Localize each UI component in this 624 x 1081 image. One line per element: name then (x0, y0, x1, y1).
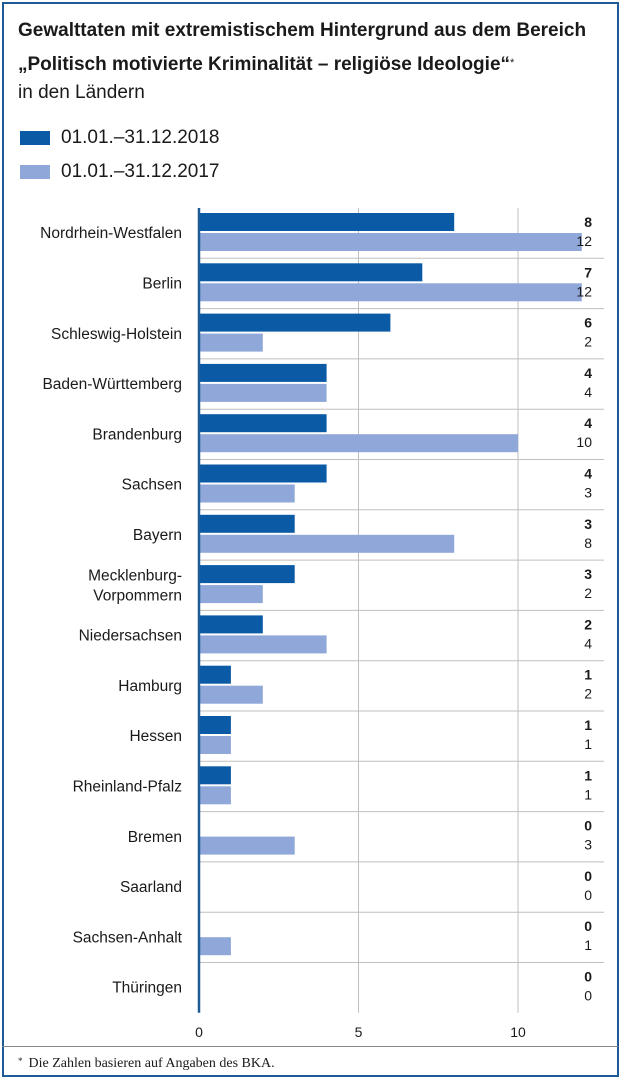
bar-2018-sachsen (199, 464, 327, 483)
bar-2018-baden-wuerttemberg (199, 363, 327, 382)
footnote: * Die Zahlen basieren auf Angaben des BKA… (18, 1056, 275, 1072)
category-label-sachsen: Sachsen (122, 477, 182, 494)
legend-label-2017: 01.01.–31.12.2017 (61, 161, 220, 182)
value-label-2018-mecklenburg-vorpommern: 3 (584, 566, 592, 582)
bar-2018-mecklenburg-vorpommern (199, 565, 295, 584)
title-line-1: Gewalttaten mit extremistischem Hintergr… (18, 20, 587, 41)
bar-2017-sachsen-anhalt (199, 937, 231, 956)
value-label-2018-berlin: 7 (584, 264, 592, 280)
legend-swatch-2018 (20, 131, 50, 145)
category-label-thueringen: Thüringen (112, 980, 182, 997)
footnote-marker: * (18, 1056, 23, 1066)
value-label-2017-niedersachsen: 4 (584, 635, 592, 651)
value-label-2017-sachsen-anhalt: 1 (584, 937, 592, 953)
category-label-baden-wuerttemberg: Baden-Württemberg (42, 376, 182, 393)
value-label-2017-schleswig-holstein: 2 (584, 334, 592, 350)
category-label-hamburg: Hamburg (118, 678, 182, 695)
value-label-2017-baden-wuerttemberg: 4 (584, 384, 592, 400)
value-label-2017-bremen: 3 (584, 837, 592, 853)
footnote-text: Die Zahlen basieren auf Angaben des BKA. (28, 1056, 275, 1071)
category-label-nordrhein-westfalen: Nordrhein-Westfalen (40, 225, 182, 242)
value-label-2017-mecklenburg-vorpommern: 2 (584, 585, 592, 601)
bar-2018-brandenburg (199, 414, 327, 433)
value-label-2017-hamburg: 2 (584, 686, 592, 702)
value-label-2017-nordrhein-westfalen: 12 (576, 233, 592, 249)
value-label-2018-sachsen: 4 (584, 466, 592, 482)
value-label-2018-bremen: 0 (584, 818, 592, 834)
bar-2018-bayern (199, 514, 295, 533)
category-label-mecklenburg-vorpommern: Mecklenburg- (88, 567, 182, 584)
bar-2018-rheinland-pfalz (199, 766, 231, 785)
category-label-niedersachsen: Niedersachsen (79, 628, 182, 645)
value-label-2017-bayern: 8 (584, 535, 592, 551)
bar-2018-hamburg (199, 665, 231, 684)
bar-2018-niedersachsen (199, 615, 263, 634)
bar-2017-schleswig-holstein (199, 333, 263, 352)
value-label-2018-brandenburg: 4 (584, 415, 592, 431)
value-label-2017-brandenburg: 10 (576, 434, 592, 450)
bar-2018-nordrhein-westfalen (199, 213, 455, 231)
category-label-bayern: Bayern (133, 527, 182, 544)
value-label-2018-schleswig-holstein: 6 (584, 315, 592, 331)
bar-2017-nordrhein-westfalen (199, 233, 582, 251)
value-label-2018-thueringen: 0 (584, 969, 592, 985)
category-label-rheinland-pfalz: Rheinland-Pfalz (73, 778, 182, 795)
category-label-hessen: Hessen (129, 728, 182, 745)
footnote-divider (2, 1046, 618, 1047)
bar-2017-niedersachsen (199, 635, 327, 654)
value-label-2018-hessen: 1 (584, 717, 592, 733)
value-label-2018-baden-wuerttemberg: 4 (584, 365, 592, 381)
value-label-2017-thueringen: 0 (584, 988, 592, 1004)
value-label-2018-sachsen-anhalt: 0 (584, 918, 592, 934)
title-asterisk: * (510, 57, 515, 69)
value-label-2017-berlin: 12 (576, 283, 592, 299)
chart-title: Gewalttaten mit extremistischem Hintergr… (18, 14, 613, 82)
bar-2017-bremen (199, 836, 295, 855)
value-label-2018-niedersachsen: 2 (584, 616, 592, 632)
bar-2017-rheinland-pfalz (199, 786, 231, 805)
title-line-2: „Politisch motivierte Kriminalität – rel… (18, 48, 613, 82)
category-label-sachsen-anhalt: Sachsen-Anhalt (73, 929, 183, 946)
value-label-2018-rheinland-pfalz: 1 (584, 767, 592, 783)
bar-2018-berlin (199, 263, 423, 282)
value-label-2018-hamburg: 1 (584, 667, 592, 683)
bar-2017-sachsen (199, 484, 295, 503)
legend-label-2018: 01.01.–31.12.2018 (61, 127, 220, 148)
value-label-2018-saarland: 0 (584, 868, 592, 884)
value-label-2017-sachsen: 3 (584, 485, 592, 501)
bar-2017-mecklenburg-vorpommern (199, 585, 263, 604)
category-label-berlin: Berlin (142, 275, 182, 292)
x-tick-label-5: 5 (355, 1024, 363, 1040)
bar-2017-hamburg (199, 685, 263, 704)
bar-2017-brandenburg (199, 434, 518, 453)
value-label-2017-rheinland-pfalz: 1 (584, 786, 592, 802)
bar-2017-berlin (199, 283, 582, 302)
bar-2017-hessen (199, 736, 231, 754)
legend-swatch-2017 (20, 165, 50, 179)
x-tick-label-0: 0 (195, 1024, 203, 1040)
value-label-2018-bayern: 3 (584, 516, 592, 532)
bar-2018-schleswig-holstein (199, 313, 391, 332)
value-label-2018-nordrhein-westfalen: 8 (584, 214, 592, 230)
category-label-brandenburg: Brandenburg (92, 426, 182, 443)
bar-2017-baden-wuerttemberg (199, 383, 327, 402)
bar-2018-hessen (199, 716, 231, 734)
x-tick-label-10: 10 (510, 1024, 526, 1040)
bar-2017-bayern (199, 534, 455, 553)
value-label-2017-hessen: 1 (584, 736, 592, 752)
chart-subtitle: in den Ländern (18, 82, 145, 103)
category-label-bremen: Bremen (128, 829, 182, 846)
category-label-schleswig-holstein: Schleswig-Holstein (51, 326, 182, 343)
category-label-saarland: Saarland (120, 879, 182, 896)
value-label-2017-saarland: 0 (584, 887, 592, 903)
title-line-2-text: „Politisch motivierte Kriminalität – rel… (18, 54, 511, 75)
category-label-mecklenburg-vorpommern: Vorpommern (93, 587, 182, 604)
